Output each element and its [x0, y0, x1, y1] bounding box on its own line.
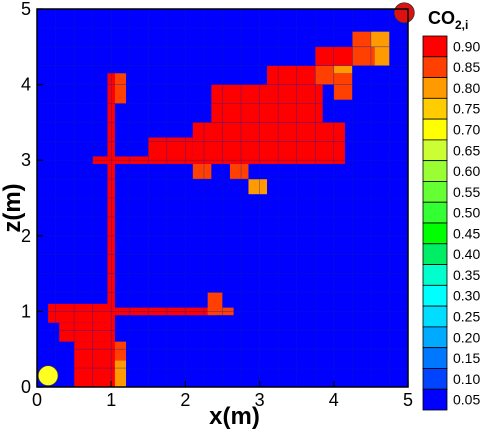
heatmap-cell-10 — [114, 73, 127, 104]
heatmap-cell-1 — [59, 322, 108, 342]
legend-swatch-0.15 — [422, 347, 448, 369]
x-tick-label: 2 — [180, 390, 190, 410]
legend-label-0.05: 0.05 — [453, 392, 480, 408]
legend-label-0.65: 0.65 — [453, 142, 480, 158]
x-tick-label: 1 — [106, 390, 116, 410]
grid-lines — [36, 8, 409, 388]
legend-label-0.60: 0.60 — [453, 163, 480, 179]
legend-swatch-0.20 — [422, 326, 448, 349]
legend-swatch-0.40 — [422, 243, 448, 265]
x-tick-label: 5 — [403, 390, 413, 410]
z-tick-label: 3 — [21, 150, 31, 170]
legend-swatch-0.70 — [422, 118, 448, 141]
legend-label-0.85: 0.85 — [453, 59, 480, 75]
legend-swatch-0.85 — [422, 56, 448, 78]
legend-swatch-0.90 — [422, 35, 448, 58]
z-tick-label: 2 — [21, 226, 31, 246]
legend-title-subscript: 2,i — [455, 18, 468, 32]
heatmap-cell-13 — [192, 122, 345, 164]
legend-swatch-0.35 — [422, 264, 448, 286]
heatmap-cell-18 — [315, 65, 334, 85]
legend: CO2,i 0.90 0.85 0.80 0.75 0.70 0.65 0.60 0.55 0.5… — [422, 8, 480, 411]
heatmap-cell-22 — [374, 46, 390, 66]
legend-label-0.90: 0.90 — [453, 38, 480, 54]
z-tick-label: 5 — [21, 0, 31, 19]
legend-label-0.40: 0.40 — [453, 246, 480, 262]
heatmap-cell-19 — [333, 73, 353, 100]
legend-swatch-0.10 — [422, 368, 448, 390]
heatmap-cell-15 — [248, 179, 268, 195]
heatmap-cell-24 — [370, 31, 390, 47]
heatmap-cell-3 — [74, 360, 108, 387]
legend-label-0.20: 0.20 — [453, 329, 480, 345]
marker-outlet — [393, 2, 415, 24]
heatmap-cell-23 — [352, 31, 371, 47]
legend-label-0.10: 0.10 — [453, 371, 480, 387]
legend-swatch-0.50 — [422, 201, 448, 224]
legend-label-0.45: 0.45 — [453, 225, 480, 241]
heatmap-cell-7 — [207, 292, 223, 316]
legend-swatch-0.80 — [422, 77, 448, 99]
legend-label-0.75: 0.75 — [453, 101, 480, 117]
heatmap-cell-14 — [229, 163, 249, 180]
legend-swatch-0.05 — [422, 388, 448, 411]
legend-swatch-0.25 — [422, 305, 448, 328]
legend-swatch-0.65 — [422, 139, 448, 162]
legend-label-0.70: 0.70 — [453, 122, 480, 138]
legend-swatch-0.75 — [422, 97, 448, 120]
legend-label-0.55: 0.55 — [453, 184, 480, 200]
legend-swatch-0.55 — [422, 181, 448, 203]
legend-swatch-0.60 — [422, 160, 448, 182]
legend-swatch-0.30 — [422, 284, 448, 307]
z-tick-label: 0 — [21, 377, 31, 397]
legend-label-0.35: 0.35 — [453, 267, 480, 283]
legend-swatch-0.45 — [422, 222, 448, 245]
z-axis-title: z(m) — [0, 183, 26, 232]
heatmap-cell-26 — [333, 65, 353, 74]
heatmap-cell-2 — [74, 341, 108, 361]
x-tick-label: 3 — [255, 390, 265, 410]
plot-frame — [36, 8, 409, 388]
legend-label-0.15: 0.15 — [453, 350, 480, 366]
x-axis-title: x(m) — [209, 403, 260, 430]
legend-label-0.25: 0.25 — [453, 309, 480, 325]
marker-inlet — [37, 365, 59, 387]
heatmap-cell-25 — [192, 163, 212, 180]
axes: 0 1 2 3 4 5 0 1 2 3 4 5 x(m) z(m) — [0, 0, 413, 430]
heatmap-cell-21 — [352, 46, 375, 66]
legend-label-0.50: 0.50 — [453, 205, 480, 221]
x-tick-label: 0 — [32, 390, 42, 410]
legend-label-0.30: 0.30 — [453, 288, 480, 304]
legend-title: CO2,i — [428, 8, 468, 32]
z-tick-label: 1 — [21, 301, 31, 321]
heatmap-cell-12 — [148, 137, 193, 161]
heatmap-cell-17 — [267, 65, 316, 85]
z-tick-label: 4 — [21, 75, 31, 95]
plot-area — [36, 2, 415, 388]
heatmap-cell-0 — [48, 303, 108, 323]
legend-label-0.80: 0.80 — [453, 80, 480, 96]
x-tick-label: 4 — [329, 390, 339, 410]
